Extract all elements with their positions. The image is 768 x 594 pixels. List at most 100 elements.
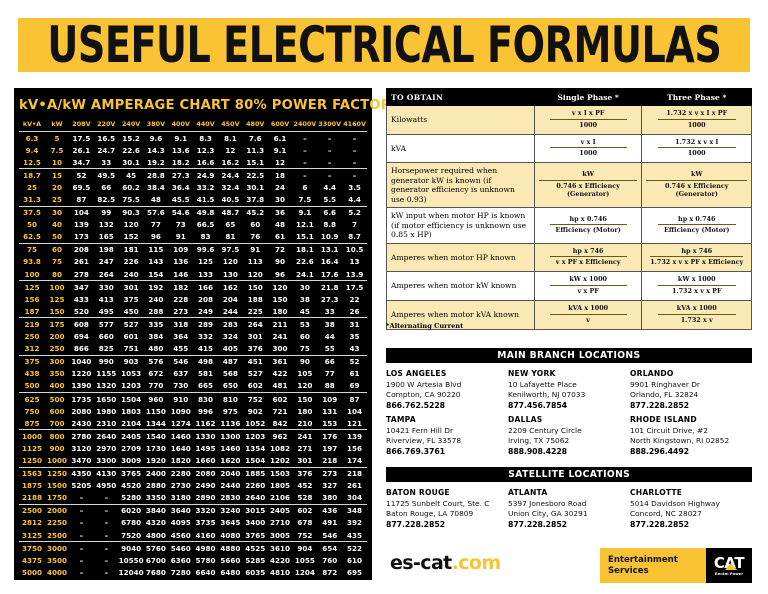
amperage-cell: 12 <box>275 157 286 167</box>
location-phone[interactable]: 888.296.4492 <box>630 447 689 457</box>
location-card: DALLAS 2209 Century Circle Irving, TX 7506… <box>508 415 630 456</box>
location-address-line-1: 11725 Sunbelt Court, Ste. C <box>386 498 490 508</box>
amperage-cell: – <box>352 145 357 155</box>
amperage-cell: 602 <box>292 503 318 517</box>
amperage-cell: 1460 <box>220 443 241 453</box>
amperage-cell: 5780 <box>195 555 216 565</box>
amperage-cell: 188 <box>247 294 263 304</box>
amperage-cell: 182 <box>168 280 194 294</box>
amperage-cell: 2780 <box>69 429 94 443</box>
formula-table-panel: TO OBTAIN Single Phase * Three Phase * K… <box>386 88 752 330</box>
formula-table: TO OBTAIN Single Phase * Three Phase * K… <box>386 88 752 330</box>
amperage-cell: 2500 <box>46 530 67 540</box>
amperage-table-row: 37.5 30 104 99 90.3 57.6 54.6 49.8 48.7 45.2 36 9.1… <box>19 205 367 219</box>
amperage-table-row: 375 300 1040 990 903 576 546 498 487 451 361 90 66 52 <box>19 354 367 368</box>
formula-denominator: Efficiency (Motor) <box>657 224 736 235</box>
amperage-chart-panel: kV•A/kW AMPERAGE CHART 80% POWER FACTOR … <box>14 88 392 580</box>
formula-numerator: hp x 746 <box>681 246 713 255</box>
amperage-cell: 7.6 <box>248 133 262 143</box>
amperage-cell: – <box>352 133 357 143</box>
amperage-cell: 180 <box>272 306 288 316</box>
amperage-cell: 66 <box>317 354 343 368</box>
amperage-cell: 903 <box>118 354 144 368</box>
amperage-cell: 44 <box>324 332 335 342</box>
amperage-cell: 12.3 <box>196 145 215 155</box>
formula-numerator: v x I <box>580 137 596 146</box>
amperage-cell: 5660 <box>220 555 241 565</box>
amperage-cell: 1920 <box>145 455 166 465</box>
amperage-cell: 15.2 <box>122 133 140 143</box>
amperage-cell: 69 <box>349 381 360 391</box>
amperage-cell: 3300 <box>96 455 117 465</box>
location-phone[interactable]: 866.769.3761 <box>386 447 445 457</box>
amperage-cell: 150 <box>242 280 268 294</box>
amperage-cell: 4980 <box>193 541 218 555</box>
amperage-cell: 527 <box>247 369 263 379</box>
amperage-cell: 5.2 <box>342 205 367 219</box>
location-phone[interactable]: 866.762.5228 <box>386 401 445 411</box>
location-card: TAMPA 10421 Fern Hill Dr Riverview, FL 335… <box>386 415 508 456</box>
location-phone[interactable]: 877.228.2852 <box>630 401 689 411</box>
location-address-line-2: Baton Rouge, LA 70809 <box>386 509 474 519</box>
location-address-line-2: Kenilworth, NJ 07033 <box>508 390 586 400</box>
formula-denominator: 1.732 x v <box>657 313 736 325</box>
amperage-cell: 18.7 <box>19 168 45 182</box>
amperage-cell: 1495 <box>195 443 216 453</box>
amperage-cell: – <box>69 541 94 555</box>
amperage-table-row: 312 250 866 825 751 480 455 415 405 376 300 75 55 43 <box>19 343 367 356</box>
amperage-cell: 1040 <box>69 354 94 368</box>
formula-table-row: Horsepower required when generator kW is… <box>386 162 752 209</box>
location-address-line-2: Union City, GA 30291 <box>508 509 588 519</box>
amperage-cell: 608 <box>69 317 94 331</box>
website-url[interactable]: es-cat.com <box>390 552 501 574</box>
amperage-table-row: 219 175 608 577 527 335 318 289 283 264 211 53 38 31 <box>19 317 367 331</box>
amperage-cell: 902 <box>247 406 263 416</box>
location-phone[interactable]: 877.456.7854 <box>508 401 567 411</box>
amperage-cell: 9.4 <box>25 145 39 155</box>
amperage-cell: 120 <box>297 381 313 391</box>
amperage-cell: 240 <box>148 294 164 304</box>
location-phone[interactable]: 877.228.2852 <box>386 520 445 530</box>
amperage-cell: 3240 <box>217 503 243 517</box>
amperage-cell: 520 <box>73 306 89 316</box>
amperage-cell: 16.2 <box>221 157 240 167</box>
amperage-cell: 60.2 <box>122 182 140 192</box>
amperage-cell: 3350 <box>145 493 166 503</box>
amperage-cell: 665 <box>198 381 214 391</box>
amperage-cell: 75 <box>51 257 62 267</box>
amperage-cell: 18.2 <box>171 157 190 167</box>
formula-header-row: TO OBTAIN Single Phase * Three Phase * <box>386 88 752 106</box>
amperage-table-row: 3125 2500 – – 7520 4800 4560 4160 4080 3765 3005 75… <box>19 529 367 542</box>
amperage-cell: 750 <box>24 406 40 416</box>
amperage-table-row: 187 150 520 495 450 288 273 249 244 225 180 45 33 26 <box>19 305 367 318</box>
amperage-cell: 672 <box>148 369 164 379</box>
amperage-cell: 1640 <box>170 443 191 453</box>
cat-subtitle: Rental Power <box>714 571 744 576</box>
location-phone[interactable]: 888.908.4228 <box>508 447 567 457</box>
amperage-cell: 6.3 <box>25 133 39 143</box>
amperage-cell: 842 <box>272 418 288 428</box>
amperage-cell: 13 <box>349 257 360 267</box>
amperage-table-row: 18.7 15 52 49.5 45 28.8 27.3 24.9 24.4 22.5 18– – – <box>19 168 367 182</box>
formula-table-row: kVA v x I 1000 1.732 x v x I 1000 <box>386 133 752 164</box>
amperage-cell: 5460 <box>168 541 194 555</box>
amperage-table-row: 93.8 75 261 247 226 143 136 125 120 113 90 22.6 16.4… <box>19 256 367 268</box>
amperage-cell: 50 <box>26 220 37 230</box>
amperage-cell: 33 <box>324 306 335 316</box>
amperage-cell: 1052 <box>245 418 266 428</box>
location-phone[interactable]: 877.228.2852 <box>630 520 689 530</box>
amperage-table-row: 12.5 10 34.7 33 30.1 19.2 18.2 16.6 16.2 15.1 12 – –… <box>19 156 367 169</box>
amperage-cell: 405 <box>222 344 238 354</box>
amperage-cell: 13.9 <box>345 269 364 279</box>
amperage-table-row: 4375 3500– –10550 6700 6360 5780 5660 5285 4220 1… <box>19 554 367 566</box>
amperage-cell: 332 <box>198 332 214 342</box>
amperage-cell: 61 <box>275 232 286 242</box>
amperage-cell: 678 <box>297 518 313 528</box>
amperage-cell: 90 <box>275 257 286 267</box>
amperage-chart-title: kV•A/kW AMPERAGE CHART 80% POWER FACTOR <box>19 98 392 113</box>
amperage-cell: 660 <box>98 332 114 342</box>
amperage-cell: 12040 <box>118 567 144 577</box>
location-name: ORLANDO <box>630 369 674 378</box>
formula-three-phase: kW 0.746 x Efficiency (Generator) <box>641 162 752 209</box>
location-phone[interactable]: 877.228.2852 <box>508 520 567 530</box>
